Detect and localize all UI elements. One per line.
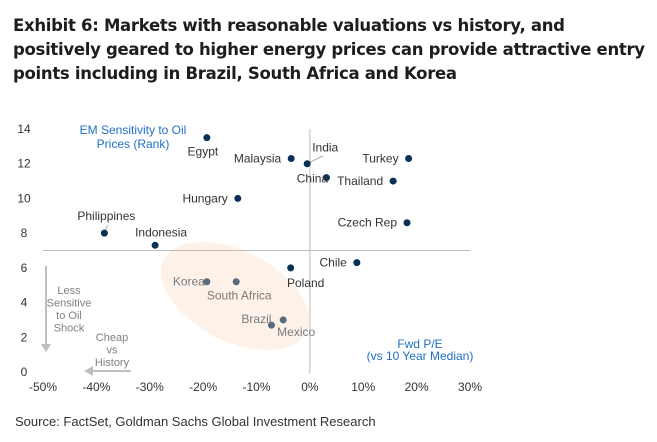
point-label-malaysia: Malaysia <box>234 152 282 166</box>
point-label-brazil: Brazil <box>241 312 271 326</box>
oil-shock-annotation: Shock <box>54 323 85 335</box>
y-tick-label: 0 <box>21 365 28 379</box>
point-philippines <box>100 229 108 237</box>
point-india <box>303 160 311 168</box>
point-mexico <box>279 316 287 324</box>
point-czech-rep <box>403 219 411 227</box>
cheap-annotation: Cheap <box>96 332 128 344</box>
exhibit-title: Exhibit 6: Markets with reasonable valua… <box>13 16 645 83</box>
y-axis-title: EM Sensitivity to Oil <box>80 123 187 137</box>
y-tick-label: 14 <box>17 122 31 136</box>
y-tick-label: 10 <box>17 191 31 205</box>
y-tick-label: 2 <box>21 330 28 344</box>
point-poland <box>287 264 295 272</box>
point-south-africa <box>232 278 240 286</box>
y-tick-label: 8 <box>21 226 28 240</box>
x-tick-label: -20% <box>189 380 217 394</box>
oil-shock-annotation: Less <box>57 285 81 297</box>
oil-shock-annotation: Sensitive <box>47 298 92 310</box>
point-turkey <box>405 155 413 163</box>
x-tick-label: 30% <box>458 380 482 394</box>
point-label-philippines: Philippines <box>77 209 135 223</box>
x-axis-title: Fwd P/E <box>397 337 442 351</box>
point-label-turkey: Turkey <box>362 152 398 166</box>
point-label-poland: Poland <box>287 276 324 290</box>
point-korea <box>203 278 211 286</box>
down-arrow-head-icon <box>41 344 51 352</box>
point-label-china: China <box>297 172 329 186</box>
point-label-south-africa: South Africa <box>207 289 272 303</box>
x-axis-title: (vs 10 Year Median) <box>367 349 474 363</box>
x-tick-label: 0% <box>301 380 319 394</box>
point-thailand <box>389 177 397 185</box>
point-label-czech-rep: Czech Rep <box>338 216 398 230</box>
point-china <box>322 174 330 182</box>
point-brazil <box>267 321 275 329</box>
point-egypt <box>203 134 211 142</box>
oil-shock-annotation: to Oil <box>56 310 82 322</box>
x-tick-label: -30% <box>136 380 164 394</box>
left-arrow-head-icon <box>84 366 93 376</box>
y-tick-label: 6 <box>21 261 28 275</box>
cheap-annotation: vs <box>107 345 119 357</box>
x-tick-label: -50% <box>29 380 57 394</box>
point-label-korea: Korea <box>173 275 205 289</box>
point-label-thailand: Thailand <box>337 174 383 188</box>
point-chile <box>353 259 361 267</box>
x-tick-label: 10% <box>351 380 375 394</box>
cheap-annotation: History <box>95 357 130 369</box>
point-malaysia <box>287 155 295 163</box>
point-label-hungary: Hungary <box>182 191 227 205</box>
point-label-chile: Chile <box>319 256 347 270</box>
source-note: Source: FactSet, Goldman Sachs Global In… <box>15 414 376 429</box>
y-axis-title: Prices (Rank) <box>97 137 170 151</box>
x-tick-label: -10% <box>242 380 270 394</box>
y-tick-label: 12 <box>17 157 31 171</box>
point-label-egypt: Egypt <box>188 145 219 159</box>
x-tick-label: 20% <box>405 380 429 394</box>
point-indonesia <box>151 241 159 249</box>
x-tick-label: -40% <box>82 380 110 394</box>
y-tick-label: 4 <box>21 296 28 310</box>
point-label-indonesia: Indonesia <box>135 225 187 239</box>
point-label-india: India <box>312 141 338 155</box>
point-label-mexico: Mexico <box>277 325 315 339</box>
point-hungary <box>234 194 242 202</box>
